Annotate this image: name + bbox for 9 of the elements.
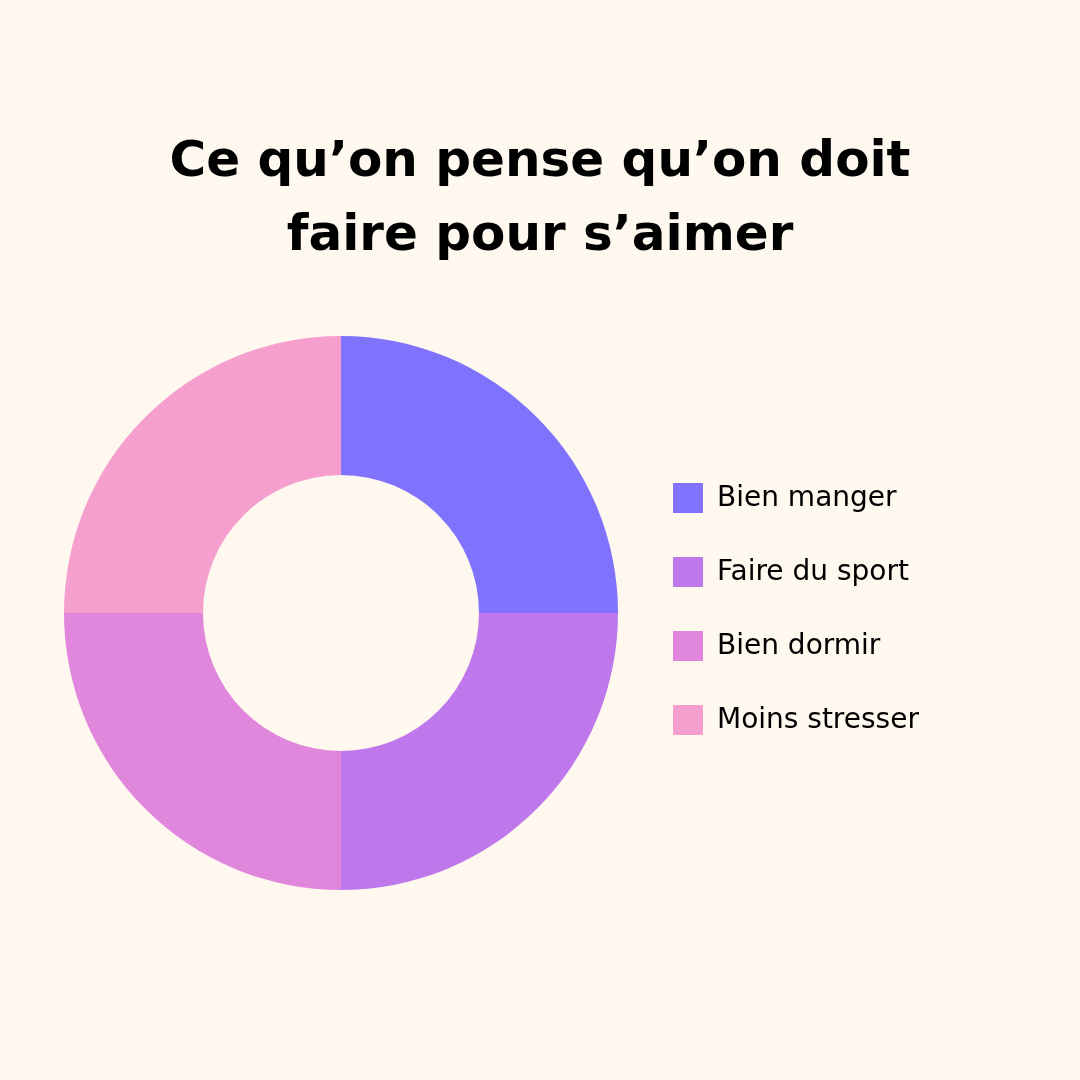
legend-label: Bien dormir	[717, 628, 881, 661]
donut-slice	[64, 613, 341, 890]
legend-label: Faire du sport	[717, 554, 909, 587]
legend-label: Bien manger	[717, 480, 898, 513]
donut-slice	[64, 336, 341, 613]
donut-slice	[341, 336, 618, 613]
chart-title: Ce qu’on pense qu’on doit faire pour s’aimer	[169, 130, 911, 262]
legend-label: Moins stresser	[717, 702, 920, 735]
donut-slice	[341, 613, 618, 890]
